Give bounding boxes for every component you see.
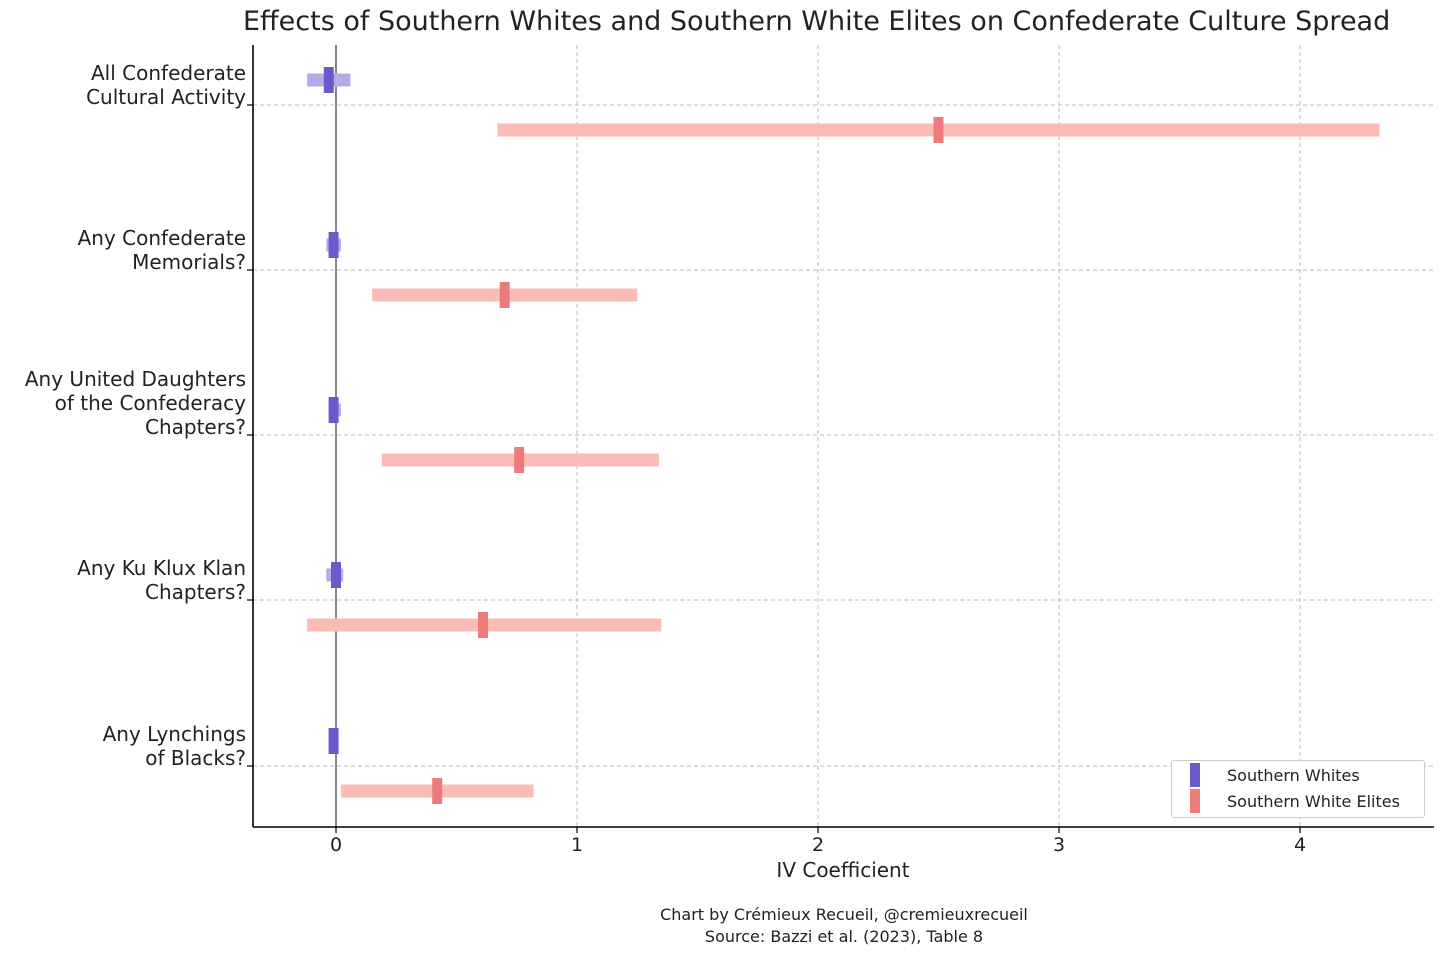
y-tick-label-line: Chapters? — [145, 415, 246, 439]
point-estimate-southern-whites — [328, 232, 339, 258]
legend-swatch-southern-white-elites — [1190, 789, 1200, 813]
point-estimate-southern-whites — [323, 67, 334, 93]
point-estimate-southern-white-elites — [432, 778, 443, 804]
point-estimate-southern-whites — [328, 397, 339, 423]
y-tick-label-line: Any United Daughters — [25, 367, 246, 391]
y-tick-label-line: All Confederate — [91, 61, 246, 85]
legend: Southern Whites Southern White Elites — [1171, 760, 1425, 818]
y-tick-label-line: Memorials? — [132, 250, 246, 274]
chart-source: Source: Bazzi et al. (2023), Table 8 — [704, 927, 984, 946]
point-estimate-southern-whites — [331, 562, 341, 588]
y-tick-label-line: Any Confederate — [78, 226, 246, 250]
x-tick-label: 3 — [1053, 834, 1065, 856]
y-tick-label-line: of the Confederacy — [55, 391, 247, 415]
ticks-layer: 0 1 2 3 4 All Confederate Cultural Activity Any… — [25, 61, 1306, 856]
point-estimate-southern-white-elites — [514, 447, 525, 473]
grid-layer — [253, 45, 1434, 827]
x-tick-label: 4 — [1294, 834, 1306, 856]
y-tick-label-line: Any Ku Klux Klan — [77, 556, 246, 580]
x-axis-label: IV Coefficient — [776, 858, 909, 882]
legend-label: Southern Whites — [1227, 766, 1360, 785]
axes-layer — [252, 45, 1434, 828]
y-tick-label: Any Confederate Memorials? — [78, 226, 246, 274]
chart-credit: Chart by Crémieux Recueil, @cremieuxrecu… — [660, 905, 1028, 924]
y-tick-label: All Confederate Cultural Activity — [86, 61, 246, 109]
chart-title: Effects of Southern Whites and Southern … — [243, 6, 1391, 37]
y-tick-label-line: of Blacks? — [145, 746, 246, 770]
legend-label: Southern White Elites — [1227, 792, 1400, 811]
x-tick-label: 2 — [812, 834, 824, 856]
point-estimate-southern-whites — [328, 728, 339, 754]
x-tick-label: 0 — [330, 834, 342, 856]
y-tick-label: Any United Daughters of the Confederacy Ch… — [25, 367, 246, 439]
y-tick-label-line: Cultural Activity — [86, 85, 246, 109]
y-tick-label: Any Lynchings of Blacks? — [103, 722, 246, 770]
y-tick-label-line: Chapters? — [145, 580, 246, 604]
legend-swatch-southern-whites — [1190, 763, 1200, 787]
point-layer — [323, 67, 944, 804]
y-tick-label: Any Ku Klux Klan Chapters? — [77, 556, 246, 604]
y-tick-label-line: Any Lynchings — [103, 722, 246, 746]
point-estimate-southern-white-elites — [499, 282, 510, 308]
point-estimate-southern-white-elites — [478, 612, 489, 638]
point-estimate-southern-white-elites — [933, 117, 944, 143]
x-tick-label: 1 — [571, 834, 583, 856]
